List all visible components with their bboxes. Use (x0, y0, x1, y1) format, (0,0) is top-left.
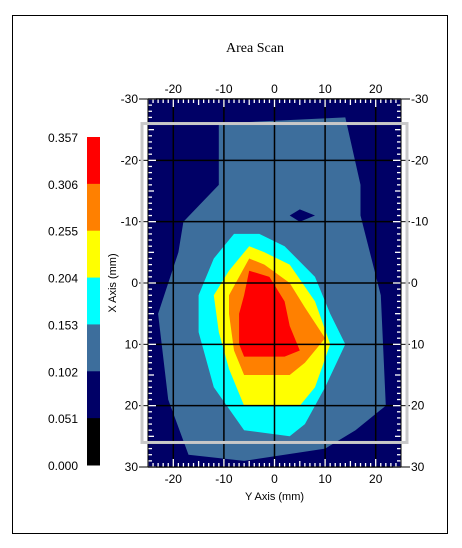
contour-regions (148, 99, 401, 467)
y-tick-label-left: -10 (121, 215, 139, 229)
colorbar-label-1: 0.306 (48, 178, 78, 192)
y-tick-label-right: 20 (411, 399, 425, 413)
scan-region-outline (140, 122, 409, 444)
x-tick-label-bottom: 10 (318, 472, 332, 486)
colorbar-segment-4 (87, 324, 100, 372)
colorbar-segment-2 (87, 230, 100, 279)
y-tick-label-left: 10 (125, 337, 139, 351)
chart-svg: Area Scan 0.357 0.306 0.255 0.204 0.153 0.102… (48, 41, 429, 503)
colorbar-label-7: 0.000 (48, 459, 78, 473)
colorbar-segment-0 (87, 137, 100, 185)
colorbar-label-4: 0.153 (48, 318, 78, 332)
colorbar-label-6: 0.051 (48, 412, 78, 426)
y-tick-label-right: 30 (411, 460, 425, 474)
x-tick-label-top: 10 (318, 82, 332, 96)
x-axis-label: Y Axis (mm) (245, 491, 304, 503)
y-axis-label: X Axis (mm) (107, 253, 119, 312)
y-tick-label-left: -30 (121, 92, 139, 106)
colorbar-label-2: 0.255 (48, 225, 78, 239)
colorbar-segment-1 (87, 183, 100, 232)
plot-area: -20 -20 -10 -10 0 0 10 10 20 20 -30 -30 -20 -20 -10 -10… (121, 82, 429, 486)
x-tick-label-bottom: 20 (369, 472, 383, 486)
colorbar-label-3: 0.204 (48, 272, 78, 286)
x-tick-label-bottom: -20 (165, 472, 183, 486)
x-tick-label-top: 20 (369, 82, 383, 96)
x-tick-label-top: -20 (165, 82, 183, 96)
chart-frame: Area Scan 0.357 0.306 0.255 0.204 0.153 0.102… (12, 15, 448, 534)
y-tick-label-right: 0 (411, 276, 418, 290)
y-tick-label-right: 10 (411, 337, 425, 351)
colorbar-segment-3 (87, 277, 100, 325)
y-tick-label-left: 30 (125, 460, 139, 474)
colorbar: 0.357 0.306 0.255 0.204 0.153 0.102 0.051 0.000 (48, 131, 100, 473)
y-tick-label-right: -20 (411, 153, 429, 167)
colorbar-label-0: 0.357 (48, 131, 78, 145)
colorbar-segment-5 (87, 371, 100, 419)
x-tick-label-top: 0 (271, 82, 278, 96)
y-tick-label-left: -20 (121, 153, 139, 167)
y-tick-label-left: 20 (125, 399, 139, 413)
x-tick-label-bottom: 0 (271, 472, 278, 486)
x-tick-label-top: -10 (215, 82, 233, 96)
x-tick-label-bottom: -10 (215, 472, 233, 486)
y-tick-label-left: 0 (131, 276, 138, 290)
contour-region-2 (289, 209, 315, 222)
plot-border (147, 98, 402, 468)
contour-region-6 (239, 270, 300, 357)
y-tick-label-right: -10 (411, 215, 429, 229)
y-tick-label-right: -30 (411, 92, 429, 106)
colorbar-label-5: 0.102 (48, 365, 78, 379)
colorbar-segment-6 (87, 418, 100, 466)
chart-title: Area Scan (226, 41, 284, 56)
